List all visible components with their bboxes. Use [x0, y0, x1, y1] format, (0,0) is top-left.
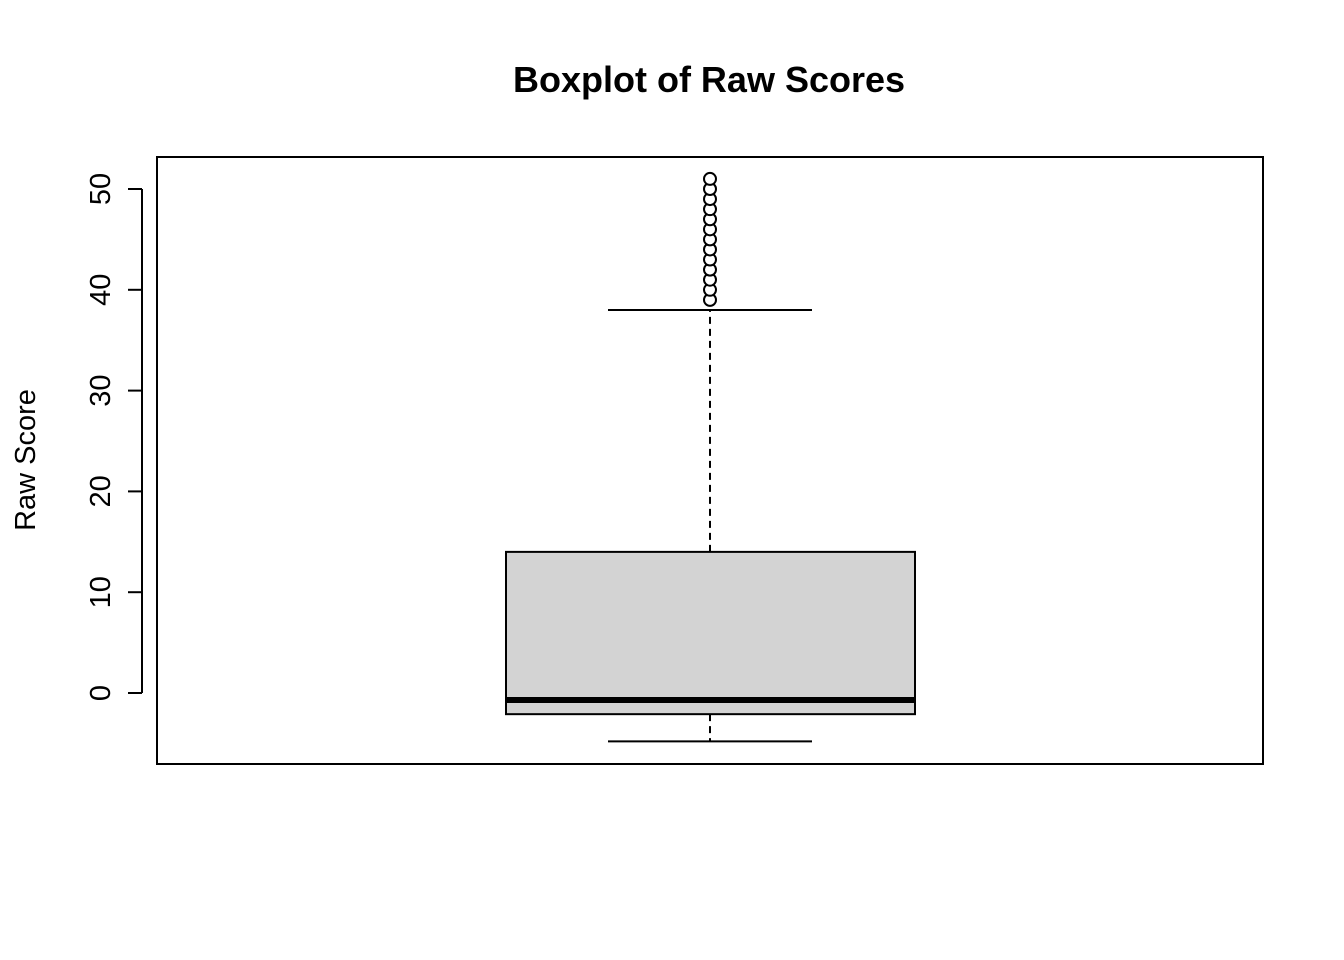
y-tick-label: 50 [85, 173, 117, 205]
y-tick-label: 0 [85, 685, 117, 701]
y-axis: 0 10 20 30 40 50 [85, 173, 143, 701]
y-tick-label: 30 [85, 374, 117, 406]
y-tick-label: 40 [85, 274, 117, 306]
y-tick-label: 10 [85, 576, 117, 608]
y-tick-label: 20 [85, 475, 117, 507]
chart-title: Boxplot of Raw Scores [513, 59, 905, 100]
box-group [505, 308, 916, 743]
y-axis-label: Raw Score [10, 389, 42, 531]
iqr-box [505, 550, 916, 716]
outlier-points [703, 171, 717, 307]
outlier-point [703, 171, 717, 186]
plot-frame [156, 156, 1264, 765]
